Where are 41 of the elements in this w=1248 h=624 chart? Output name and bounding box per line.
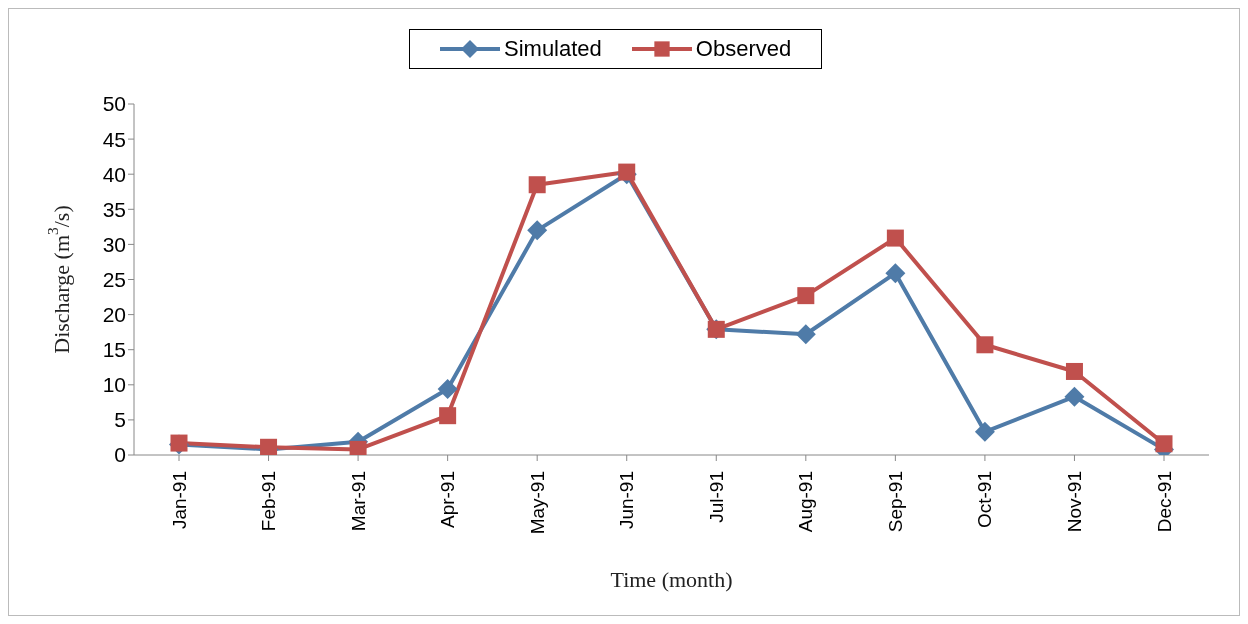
- y-tick-label: 20: [102, 303, 126, 327]
- point: [976, 336, 994, 354]
- point: [886, 229, 904, 247]
- x-tick-label: Jun-91: [616, 471, 638, 530]
- point: [618, 163, 636, 181]
- point: [437, 379, 458, 400]
- x-tick-label: Apr-91: [437, 471, 459, 529]
- point: [1155, 435, 1173, 453]
- point: [528, 176, 546, 194]
- point: [439, 407, 457, 425]
- x-tick-label: Nov-91: [1063, 471, 1085, 533]
- x-tick-label: Feb-91: [258, 471, 280, 532]
- x-tick-label: Jan-91: [168, 471, 190, 530]
- y-tick-label: 40: [102, 162, 126, 186]
- x-tick-label: Jul-91: [705, 471, 727, 523]
- point: [1064, 386, 1085, 407]
- y-tick-label: 0: [114, 443, 126, 467]
- x-tick-label: Dec-91: [1153, 471, 1175, 533]
- point: [974, 421, 995, 442]
- point: [527, 220, 548, 241]
- y-tick-label: 5: [114, 408, 126, 432]
- point: [795, 324, 816, 345]
- x-axis-title: Time (month): [610, 567, 733, 592]
- point: [349, 440, 367, 455]
- y-tick-label: 15: [102, 338, 126, 362]
- y-tick-label: 10: [102, 373, 126, 397]
- x-tick-label: Mar-91: [347, 471, 369, 532]
- x-tick-label: Sep-91: [884, 471, 906, 533]
- y-tick-label: 30: [102, 232, 126, 256]
- y-tick-label: 45: [102, 127, 126, 151]
- point: [885, 263, 906, 284]
- x-tick-label: Oct-91: [974, 471, 996, 529]
- y-tick-label: 35: [102, 197, 126, 221]
- y-tick-label: 25: [102, 267, 126, 291]
- x-tick-label: May-91: [526, 471, 548, 535]
- legend-label: Simulated: [504, 36, 602, 62]
- x-tick-label: Aug-91: [795, 471, 817, 533]
- point: [1065, 362, 1083, 380]
- legend-label: Observed: [695, 36, 792, 62]
- y-tick-label: 50: [102, 92, 126, 116]
- point: [797, 287, 815, 305]
